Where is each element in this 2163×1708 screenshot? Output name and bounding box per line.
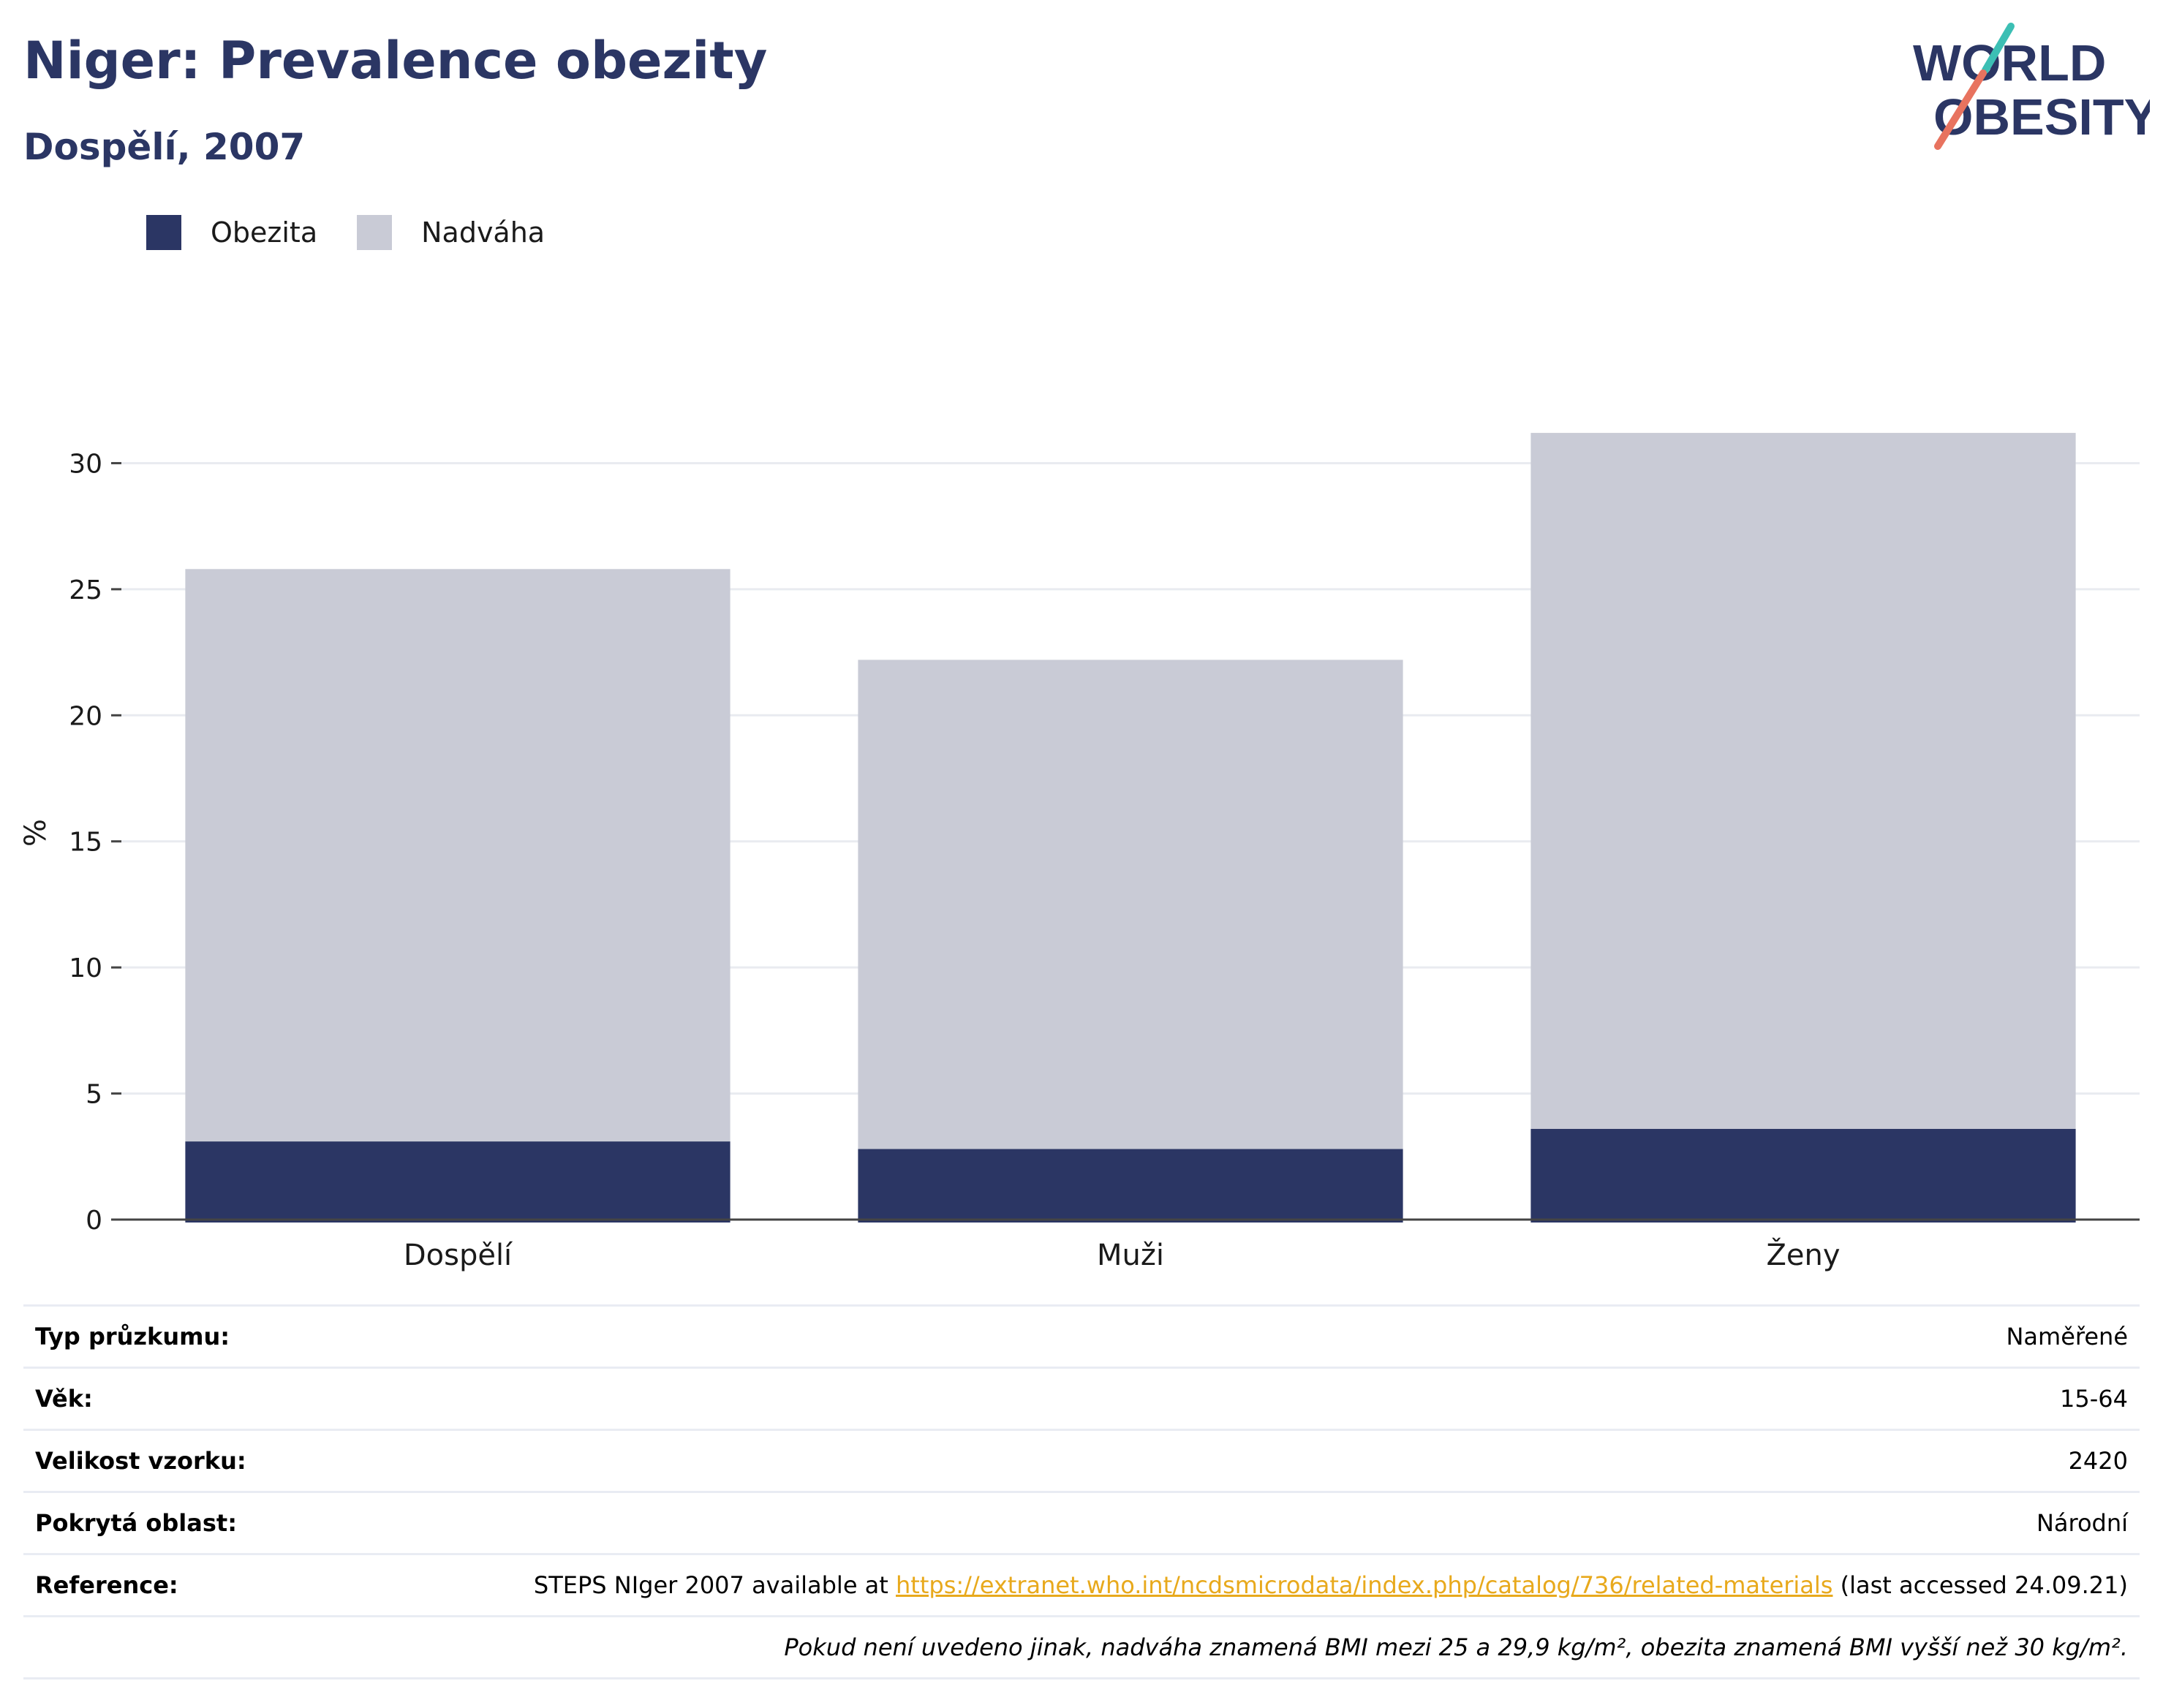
bar-nadvaha-3	[1530, 433, 2076, 1129]
legend-swatch-obezita	[146, 215, 181, 250]
survey-info-table: Typ průzkumu: Naměřené Věk: 15-64 Veliko…	[23, 1304, 2140, 1679]
reference-prefix: STEPS NIger 2007 available at	[533, 1571, 896, 1599]
definition-note: Pokud není uvedeno jinak, nadváha znamen…	[23, 1615, 2140, 1679]
y-tick-label: 25	[69, 575, 102, 605]
x-tick-label: Ženy	[1766, 1237, 1840, 1272]
info-row-note: Pokud není uvedeno jinak, nadváha znamen…	[23, 1615, 2140, 1679]
legend-item-nadvaha[interactable]: Nadváha	[357, 215, 545, 250]
info-label: Typ průzkumu:	[23, 1304, 292, 1368]
bar-nadvaha-2	[858, 660, 1403, 1149]
bar-nadvaha-1	[185, 569, 731, 1142]
legend-label-nadvaha: Nadváha	[421, 216, 546, 249]
info-row-age: Věk: 15-64	[23, 1367, 2140, 1430]
y-tick-label: 20	[69, 701, 102, 731]
bar-obezita-3	[1530, 1128, 2076, 1223]
y-axis-title: %	[19, 819, 53, 847]
y-tick-label: 0	[86, 1206, 102, 1236]
info-value: 2420	[291, 1429, 2140, 1492]
logo-stroke-coral	[1934, 69, 1987, 150]
y-tick-label: 15	[69, 828, 102, 858]
bar-obezita-2	[858, 1149, 1403, 1223]
y-tick-label: 30	[69, 449, 102, 479]
bar-chart: 0 5 10 15 20 25 30% Dospělí Muži Ženy	[19, 433, 2140, 1272]
info-label: Věk:	[23, 1367, 292, 1430]
reference-suffix: (last accessed 24.09.21)	[1832, 1571, 2128, 1599]
legend-label-obezita: Obezita	[211, 216, 318, 249]
info-label: Reference:	[23, 1553, 292, 1617]
chart-legend: Obezita Nadváha	[146, 215, 584, 250]
bar-obezita-1	[185, 1141, 731, 1223]
info-value: Národní	[291, 1491, 2140, 1554]
chart-title: Niger: Prevalence obezity	[23, 31, 768, 91]
y-tick-label: 10	[69, 953, 102, 983]
world-obesity-logo: WORLD OBESITY	[1913, 23, 2150, 150]
info-row-sample-size: Velikost vzorku: 2420	[23, 1429, 2140, 1492]
x-tick-label: Dospělí	[404, 1239, 513, 1272]
x-tick-label: Muži	[1097, 1239, 1164, 1272]
legend-item-obezita[interactable]: Obezita	[146, 215, 317, 250]
info-value: Naměřené	[291, 1304, 2140, 1368]
info-row-reference: Reference: STEPS NIger 2007 available at…	[23, 1553, 2140, 1617]
y-tick-label: 5	[86, 1080, 102, 1110]
info-label: Pokrytá oblast:	[23, 1491, 292, 1554]
chart-subtitle: Dospělí, 2007	[23, 126, 306, 168]
reference-value: STEPS NIger 2007 available at https://ex…	[291, 1553, 2140, 1617]
reference-link[interactable]: https://extranet.who.int/ncdsmicrodata/i…	[896, 1571, 1833, 1599]
info-row-survey-type: Typ průzkumu: Naměřené	[23, 1304, 2140, 1368]
info-label: Velikost vzorku:	[23, 1429, 292, 1492]
info-value: 15-64	[291, 1367, 2140, 1430]
legend-swatch-nadvaha	[357, 215, 393, 250]
logo-line1: WORLD	[1913, 34, 2106, 91]
logo-stroke-teal	[1982, 23, 2015, 74]
info-row-area: Pokrytá oblast: Národní	[23, 1491, 2140, 1554]
